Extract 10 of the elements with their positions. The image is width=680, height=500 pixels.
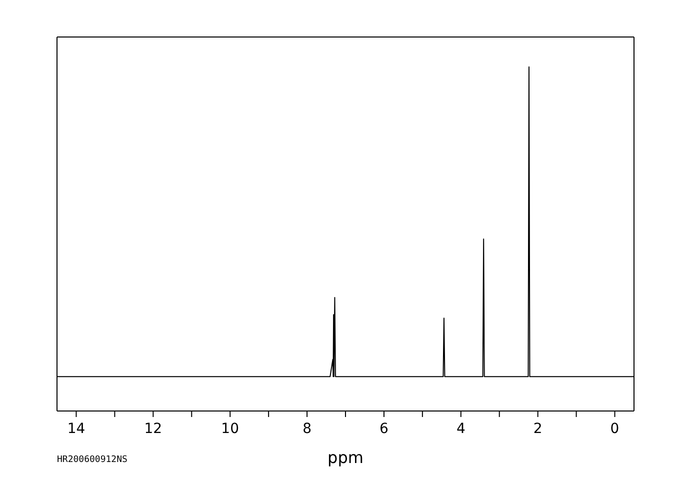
text: HR200600912NS [57,455,128,465]
x-tick-label: 2 [533,421,542,437]
x-axis-title: ppm [328,448,364,467]
x-tick-label: 12 [144,421,162,437]
x-tick-label: 14 [67,421,86,437]
x-tick-label: 4 [456,421,466,437]
x-tick-label: 10 [221,421,240,437]
x-tick-label: 8 [302,421,312,437]
x-tick-label: 0 [610,421,620,437]
x-tick-label: 6 [380,421,389,437]
